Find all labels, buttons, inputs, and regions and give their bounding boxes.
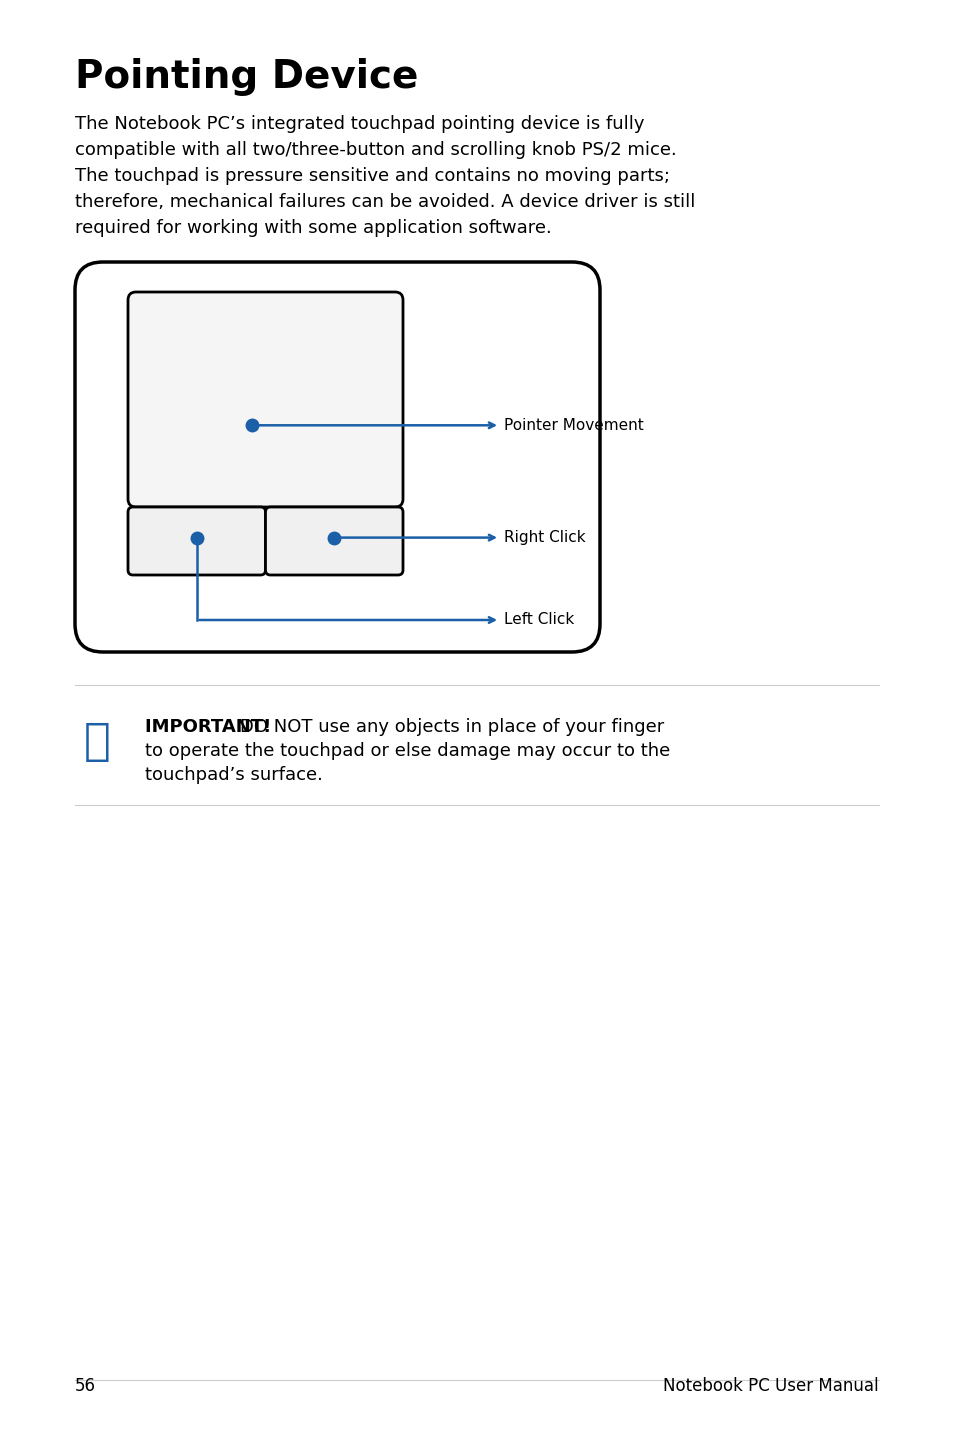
FancyBboxPatch shape bbox=[265, 508, 402, 575]
Text: 56: 56 bbox=[75, 1378, 96, 1395]
FancyBboxPatch shape bbox=[75, 262, 599, 651]
Text: compatible with all two/three-button and scrolling knob PS/2 mice.: compatible with all two/three-button and… bbox=[75, 141, 676, 160]
Text: The Notebook PC’s integrated touchpad pointing device is fully: The Notebook PC’s integrated touchpad po… bbox=[75, 115, 644, 132]
Text: Pointer Movement: Pointer Movement bbox=[503, 418, 643, 433]
FancyBboxPatch shape bbox=[128, 508, 265, 575]
Text: Right Click: Right Click bbox=[503, 531, 585, 545]
Text: Notebook PC User Manual: Notebook PC User Manual bbox=[662, 1378, 878, 1395]
FancyBboxPatch shape bbox=[128, 292, 402, 508]
Text: Pointing Device: Pointing Device bbox=[75, 58, 418, 96]
Text: touchpad’s surface.: touchpad’s surface. bbox=[145, 766, 322, 784]
Text: to operate the touchpad or else damage may occur to the: to operate the touchpad or else damage m… bbox=[145, 742, 670, 761]
Text: DO NOT use any objects in place of your finger: DO NOT use any objects in place of your … bbox=[240, 718, 663, 736]
Text: The touchpad is pressure sensitive and contains no moving parts;: The touchpad is pressure sensitive and c… bbox=[75, 167, 669, 186]
Text: Left Click: Left Click bbox=[503, 613, 574, 627]
Text: required for working with some application software.: required for working with some applicati… bbox=[75, 219, 551, 237]
Text: IMPORTANT!: IMPORTANT! bbox=[145, 718, 277, 736]
Text: ✋: ✋ bbox=[84, 720, 111, 764]
Text: therefore, mechanical failures can be avoided. A device driver is still: therefore, mechanical failures can be av… bbox=[75, 193, 695, 211]
